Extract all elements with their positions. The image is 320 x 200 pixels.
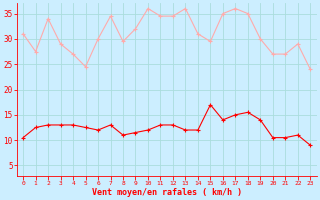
X-axis label: Vent moyen/en rafales ( km/h ): Vent moyen/en rafales ( km/h ) bbox=[92, 188, 242, 197]
